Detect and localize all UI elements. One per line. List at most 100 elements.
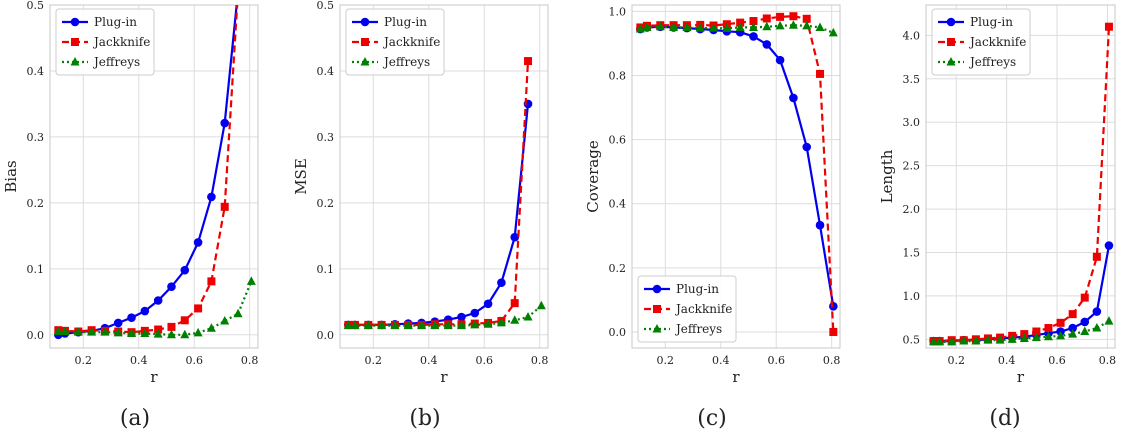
legend: Plug-in Jackknife Jeffreys (637, 275, 737, 343)
series-line-plugin (640, 25, 835, 307)
data-point (194, 304, 203, 313)
data-point (193, 238, 203, 247)
data-point (1068, 310, 1077, 319)
y-tick-label: 1.5 (903, 246, 921, 259)
legend-marker (652, 284, 662, 294)
data-point (497, 278, 506, 287)
data-point (140, 328, 150, 337)
data-point (1092, 307, 1102, 316)
legend-label: Jeffreys (968, 55, 1016, 69)
y-tick-label: 0.4 (317, 65, 335, 78)
legend-marker (71, 38, 79, 46)
data-point (762, 21, 772, 31)
x-tick-label: 0.6 (767, 354, 785, 367)
data-point (167, 282, 176, 291)
y-tick-label: 3.0 (903, 116, 921, 129)
series-group (53, 5, 256, 340)
y-tick-label: 0.2 (317, 197, 335, 210)
data-point (220, 118, 230, 128)
y-tick-label: 0.0 (609, 326, 627, 339)
y-tick-label: 2.5 (903, 160, 921, 173)
data-point (722, 23, 732, 32)
data-point (635, 24, 645, 33)
data-point (60, 326, 70, 336)
series-line-jeffreys (640, 24, 834, 34)
legend-marker (360, 17, 370, 27)
x-tick-label: 0.2 (657, 354, 675, 367)
x-axis-label: r (732, 368, 740, 386)
data-point (390, 320, 400, 330)
y-tick-label: 1.0 (609, 5, 627, 18)
y-tick-label: 4.0 (903, 29, 921, 42)
data-point (246, 276, 256, 285)
y-axis-label: Coverage (584, 140, 602, 213)
x-tick-label: 0.8 (531, 354, 549, 367)
data-point (1019, 333, 1029, 342)
legend-label: Plug-in (94, 15, 137, 29)
data-point (735, 22, 745, 31)
x-tick-label: 0.2 (947, 354, 965, 367)
data-point (1080, 317, 1090, 327)
data-point (959, 336, 969, 345)
data-point (748, 22, 758, 31)
plot-frame (925, 4, 1116, 349)
data-point (483, 319, 493, 328)
legend-label: Plug-in (384, 15, 427, 29)
data-point (762, 40, 772, 49)
panel-a: 0.2 0.4 0.6 0.8 0.0 0.1 0.2 0.3 0.4 0.5 r Bias (a) Pl… (2, 0, 259, 431)
data-point (1068, 323, 1077, 333)
legend-label: Plug-in (676, 282, 719, 296)
data-point (1043, 331, 1053, 341)
legend-marker (947, 38, 955, 46)
plot-frame (49, 4, 259, 349)
data-point (682, 22, 692, 31)
x-tick-label: 0.4 (420, 354, 438, 367)
data-point (73, 327, 83, 336)
y-tick-label: 0.5 (903, 333, 921, 346)
panel-caption: (c) (697, 406, 727, 431)
legend-marker (70, 17, 80, 27)
legend-box (55, 8, 155, 76)
y-tick-label: 0.5 (27, 0, 45, 12)
series-group (635, 12, 838, 336)
data-point (153, 296, 163, 305)
data-point (417, 320, 427, 330)
data-point (695, 23, 705, 32)
x-tick-label: 0.2 (365, 354, 383, 367)
data-point (363, 320, 373, 330)
data-point (776, 12, 785, 21)
data-point (971, 336, 981, 345)
x-tick-label: 0.8 (823, 354, 841, 367)
data-point (510, 232, 520, 242)
data-point (642, 22, 652, 31)
plot-frame (631, 4, 841, 349)
data-point (816, 69, 825, 78)
y-tick-label: 3.5 (903, 73, 921, 86)
series-line-jeffreys (933, 320, 1110, 343)
data-point (802, 20, 812, 30)
data-point (233, 308, 243, 318)
series-line-jackknife (640, 15, 835, 333)
data-point (113, 318, 123, 328)
series-line-jeffreys (348, 304, 543, 327)
plot-frame (339, 4, 549, 349)
data-point (815, 22, 825, 31)
y-tick-label: 1.0 (903, 290, 921, 303)
data-point (220, 202, 229, 211)
legend-label: Jeffreys (92, 55, 140, 69)
y-axis-label: MSE (292, 158, 310, 195)
data-point (1007, 334, 1017, 343)
data-point (470, 308, 480, 318)
y-tick-label: 0.0 (27, 329, 45, 342)
data-point (350, 320, 360, 330)
y-tick-label: 0.3 (27, 131, 45, 144)
y-tick-label: 2.0 (903, 203, 921, 216)
data-point (655, 21, 665, 31)
data-point (1104, 316, 1114, 325)
y-axis-label: Bias (2, 160, 20, 192)
data-point (456, 320, 466, 330)
data-point (1080, 326, 1090, 336)
x-tick-label: 0.6 (185, 354, 203, 367)
y-tick-label: 0.4 (609, 198, 627, 211)
data-point (1092, 252, 1101, 261)
